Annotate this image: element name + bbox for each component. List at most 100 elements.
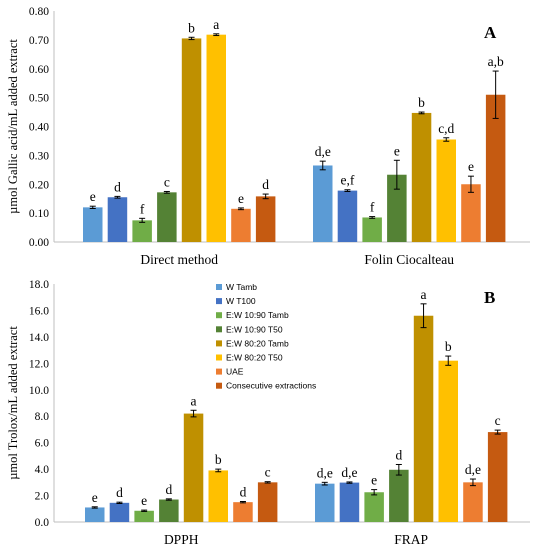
significance-letter: d [395, 447, 402, 462]
legend-swatch [216, 326, 222, 333]
significance-letter: d [116, 485, 123, 500]
significance-letter: d,e [317, 465, 333, 480]
panel-a-chart: 0.00 0.10 0.20 0.30 0.40 0.50 0.60 0.70 0.80 µmol… [6, 6, 530, 267]
bar [438, 360, 458, 522]
bar [364, 492, 384, 522]
bar [485, 94, 506, 242]
x-category-label: DPPH [164, 532, 199, 547]
y-tick-label: 4.0 [35, 464, 50, 476]
y-tick-label: 18.0 [29, 279, 49, 291]
bar [181, 38, 202, 243]
bar [206, 34, 226, 242]
bar [436, 139, 456, 242]
bar [387, 174, 407, 242]
bar [339, 482, 360, 522]
bar [134, 510, 154, 522]
bar [183, 413, 204, 522]
x-category-label: Folin Ciocalteau [364, 252, 454, 267]
significance-letter: e [141, 493, 147, 508]
significance-letter: d [114, 179, 121, 194]
legend: W Tamb W T100 E:W 10:90 Tamb E:W 10:90 T50 E… [216, 282, 316, 391]
panel-label: B [484, 288, 495, 307]
legend-swatch [216, 354, 222, 361]
bar [159, 499, 179, 522]
y-tick-label: 0.40 [29, 122, 49, 134]
legend-swatch [216, 284, 222, 290]
legend-entry: Consecutive extractions [226, 381, 316, 391]
y-tick-label: 0.20 [29, 179, 49, 191]
bar [132, 220, 152, 242]
significance-letter: e [92, 490, 98, 505]
panel-b-chart: 0.0 2.0 4.0 6.0 8.0 10.0 12.0 14.0 16.0 18.0 µmol … [6, 279, 530, 547]
significance-letter: d,e [465, 462, 481, 477]
significance-letter: d,e [341, 465, 357, 480]
significance-letter: c [495, 413, 501, 428]
y-tick-label: 0.60 [29, 64, 49, 76]
bar [85, 507, 105, 522]
significance-letter: a [421, 287, 427, 302]
y-tick-label: 0.70 [29, 35, 49, 47]
significance-letter: f [370, 200, 375, 215]
bar [413, 315, 434, 522]
legend-swatch [216, 312, 222, 319]
y-tick-label: 14.0 [29, 332, 49, 344]
bar [362, 217, 382, 242]
bar [257, 482, 278, 522]
bar [255, 196, 276, 242]
bar [411, 112, 432, 243]
y-tick-label: 0.80 [29, 6, 49, 18]
legend-entry: W T100 [226, 296, 256, 306]
bar [208, 470, 228, 522]
x-category-label: FRAP [394, 532, 428, 547]
bar [463, 482, 483, 522]
significance-letter: d [165, 482, 172, 497]
significance-letter: a,b [488, 54, 504, 69]
y-tick-label: 0.50 [29, 93, 49, 105]
significance-letter: e,f [341, 173, 355, 188]
significance-letter: f [140, 201, 145, 216]
significance-letter: d [240, 485, 247, 500]
significance-letter: b [445, 339, 452, 354]
significance-letter: a [213, 17, 219, 32]
y-tick-label: 0.0 [35, 517, 50, 529]
legend-entry: E:W 80:20 T50 [226, 353, 283, 363]
bar [233, 502, 253, 522]
significance-letter: d,e [315, 144, 331, 159]
legend-swatch [216, 340, 222, 347]
significance-letter: c [164, 174, 170, 189]
legend-entry: E:W 10:90 T50 [226, 324, 283, 334]
panel-label: A [484, 23, 497, 42]
significance-letter: b [215, 452, 222, 467]
bar [487, 432, 508, 522]
bar [83, 207, 103, 242]
y-tick-label: 0.30 [29, 150, 49, 162]
bar [157, 192, 177, 242]
legend-entry: UAE [226, 367, 244, 377]
significance-letter: e [394, 143, 400, 158]
legend-swatch [216, 382, 222, 389]
bar [109, 502, 130, 522]
x-category-label: Direct method [140, 252, 218, 267]
bar [337, 190, 358, 242]
bar [461, 184, 481, 242]
y-axis-title: µmol Gallic acid/mL added extract [6, 39, 20, 214]
significance-letter: b [418, 95, 425, 110]
significance-letter: e [371, 473, 377, 488]
legend-entry: E:W 10:90 Tamb [226, 310, 289, 320]
significance-letter: c [265, 465, 271, 480]
bar [315, 483, 335, 522]
y-tick-label: 0.00 [29, 237, 49, 249]
significance-letter: e [90, 189, 96, 204]
legend-swatch [216, 368, 222, 375]
legend-swatch [216, 298, 222, 305]
bar [313, 165, 333, 242]
y-tick-label: 16.0 [29, 305, 49, 317]
y-tick-label: 12.0 [29, 358, 49, 370]
significance-letter: d [262, 177, 269, 192]
bar [389, 469, 409, 522]
bar [231, 208, 251, 242]
y-tick-label: 6.0 [35, 438, 50, 450]
y-tick-label: 0.10 [29, 208, 49, 220]
significance-letter: e [238, 191, 244, 206]
